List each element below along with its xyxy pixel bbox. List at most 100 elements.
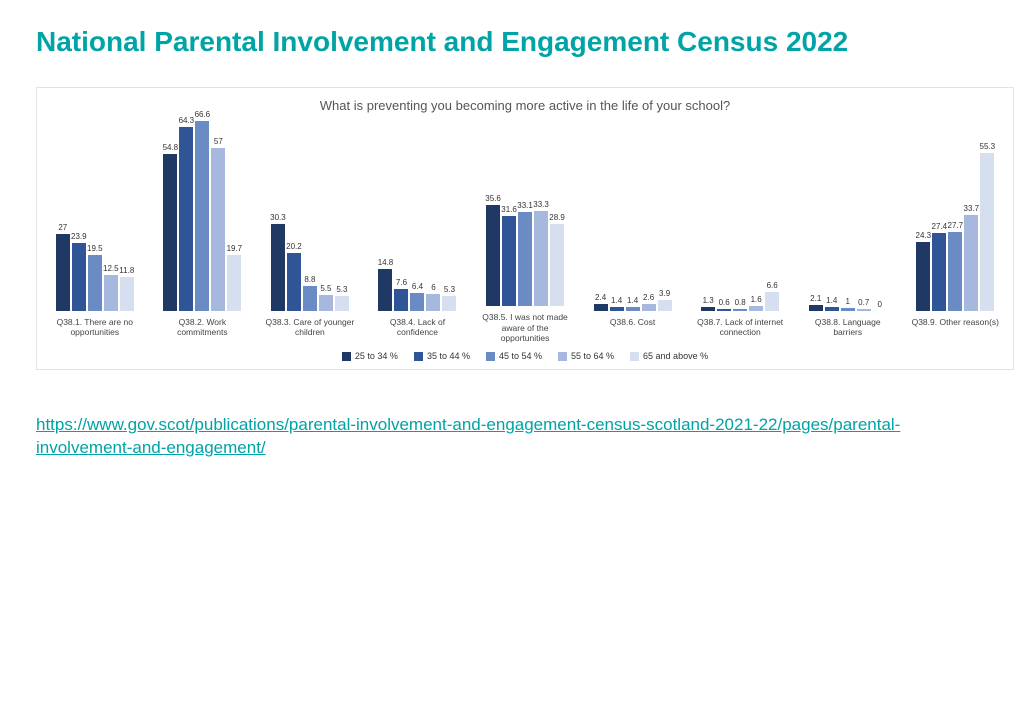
bar-wrap: 35.6 (486, 194, 500, 307)
bar (104, 275, 118, 311)
bar-value-label: 0.7 (858, 298, 869, 307)
bar-wrap: 1.4 (825, 296, 839, 311)
bar-wrap: 1.4 (610, 296, 624, 311)
legend-label: 35 to 44 % (427, 351, 470, 361)
bar (179, 127, 193, 311)
legend-swatch (414, 352, 423, 361)
bar-value-label: 64.3 (179, 116, 195, 125)
bar-wrap: 1 (841, 297, 855, 311)
bar-wrap: 54.8 (163, 143, 177, 311)
bar-wrap: 0.8 (733, 298, 747, 311)
legend-item: 25 to 34 % (342, 351, 398, 361)
bar-value-label: 35.6 (485, 194, 501, 203)
bar-value-label: 20.2 (286, 242, 302, 251)
bar (227, 255, 241, 311)
bar (195, 121, 209, 311)
bar-cluster: 24.327.427.733.755.3 (916, 111, 994, 311)
bar-value-label: 12.5 (103, 264, 119, 273)
category-group: 2723.919.512.511.8Q38.1. There are no op… (47, 111, 143, 343)
chart-container: What is preventing you becoming more act… (36, 87, 1014, 370)
bar-wrap: 2.4 (594, 293, 608, 311)
bar-wrap: 19.5 (88, 244, 102, 311)
bar-value-label: 23.9 (71, 232, 87, 241)
category-label: Q38.4. Lack of confidence (370, 317, 466, 343)
bar-value-label: 1 (845, 297, 849, 306)
bar-value-label: 54.8 (163, 143, 179, 152)
bar (319, 295, 333, 311)
category-group: 35.631.633.133.328.9Q38.5. I was not mad… (477, 106, 573, 343)
chart-plot: 2723.919.512.511.8Q38.1. There are no op… (45, 123, 1005, 343)
bar (518, 212, 532, 307)
bar-value-label: 33.1 (517, 201, 533, 210)
bar (594, 304, 608, 311)
bar-value-label: 66.6 (195, 110, 211, 119)
bar-wrap: 12.5 (104, 264, 118, 311)
bar-wrap: 5.5 (319, 284, 333, 311)
bar-value-label: 5.5 (320, 284, 331, 293)
bar-wrap: 0.7 (857, 298, 871, 311)
bar-value-label: 1.4 (826, 296, 837, 305)
category-label: Q38.9. Other reason(s) (908, 317, 1004, 343)
bar (56, 234, 70, 311)
legend-item: 45 to 54 % (486, 351, 542, 361)
bar (765, 292, 779, 311)
bar-wrap: 66.6 (195, 110, 209, 311)
bar-wrap: 64.3 (179, 116, 193, 311)
bar-value-label: 19.7 (227, 244, 243, 253)
legend-swatch (630, 352, 639, 361)
bar-wrap: 28.9 (550, 213, 564, 307)
bar-value-label: 1.3 (703, 296, 714, 305)
category-label: Q38.6. Cost (585, 317, 681, 343)
bar-wrap: 33.7 (964, 204, 978, 311)
bar-wrap: 5.3 (335, 285, 349, 311)
bar (610, 307, 624, 311)
bar-wrap: 7.6 (394, 278, 408, 311)
category-group: 2.41.41.42.63.9Q38.6. Cost (585, 111, 681, 343)
chart-legend: 25 to 34 % 35 to 44 % 45 to 54 % 55 to 64 %… (45, 351, 1005, 361)
bar-wrap: 0.6 (717, 298, 731, 311)
bar (916, 242, 930, 311)
bar (88, 255, 102, 311)
bar-wrap: 27 (56, 223, 70, 311)
bar-value-label: 2.1 (810, 294, 821, 303)
legend-label: 55 to 64 % (571, 351, 614, 361)
bar-value-label: 2.6 (643, 293, 654, 302)
page-title: National Parental Involvement and Engage… (36, 24, 988, 59)
bar-wrap: 6.6 (765, 281, 779, 311)
bar-value-label: 0 (877, 300, 881, 309)
bar-wrap: 55.3 (980, 142, 994, 311)
bar (442, 296, 456, 311)
bar-value-label: 14.8 (378, 258, 394, 267)
bar-value-label: 8.8 (304, 275, 315, 284)
category-group: 30.320.28.85.55.3Q38.3. Care of younger … (262, 111, 358, 343)
source-link[interactable]: https://www.gov.scot/publications/parent… (36, 415, 900, 457)
category-label: Q38.7. Lack of internet connection (692, 317, 788, 343)
bar (120, 277, 134, 311)
legend-label: 65 and above % (643, 351, 708, 361)
bar-value-label: 30.3 (270, 213, 286, 222)
category-label: Q38.8. Language barriers (800, 317, 896, 343)
legend-item: 65 and above % (630, 351, 708, 361)
bar-value-label: 2.4 (595, 293, 606, 302)
bar-wrap: 1.4 (626, 296, 640, 311)
bar (502, 216, 516, 306)
bar-value-label: 1.4 (611, 296, 622, 305)
bar-wrap: 33.1 (518, 201, 532, 307)
bar-value-label: 31.6 (501, 205, 517, 214)
bar (287, 253, 301, 311)
bar-value-label: 27.7 (948, 221, 964, 230)
bar (534, 211, 548, 306)
bar (658, 300, 672, 311)
bar (964, 215, 978, 311)
bar (948, 232, 962, 311)
bar-wrap: 27.4 (932, 222, 946, 311)
bar-wrap: 14.8 (378, 258, 392, 311)
bar (932, 233, 946, 311)
bar (642, 304, 656, 311)
bar-value-label: 33.3 (533, 200, 549, 209)
bar (857, 309, 871, 311)
category-group: 14.87.66.465.3Q38.4. Lack of confidence (370, 111, 466, 343)
category-group: 24.327.427.733.755.3 Q38.9. Other reason(… (908, 111, 1004, 343)
legend-swatch (486, 352, 495, 361)
bar-wrap: 6 (426, 283, 440, 311)
